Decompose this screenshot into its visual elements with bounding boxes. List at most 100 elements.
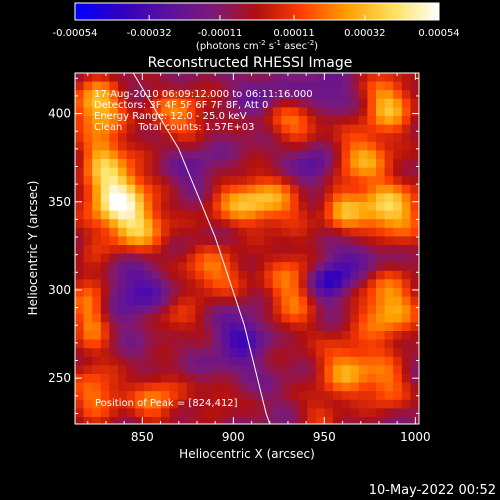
- heatmap-cell: [83, 219, 93, 229]
- heatmap-cell: [109, 176, 119, 186]
- heatmap-cell: [221, 348, 231, 358]
- heatmap-cell: [229, 296, 239, 306]
- heatmap-cell: [152, 176, 162, 186]
- heatmap-cell: [238, 253, 248, 263]
- heatmap-cell: [315, 81, 325, 91]
- heatmap-cell: [195, 374, 205, 384]
- heatmap-image: [75, 73, 419, 424]
- heatmap-cell: [358, 159, 368, 169]
- heatmap-cell: [384, 348, 394, 358]
- heatmap-cell: [178, 365, 188, 375]
- heatmap-cell: [264, 236, 274, 246]
- heatmap-cell: [393, 236, 403, 246]
- heatmap-cell: [281, 348, 291, 358]
- heatmap-cell: [75, 262, 85, 272]
- heatmap-cell: [315, 331, 325, 341]
- heatmap-cell: [290, 408, 300, 418]
- heatmap-cell: [186, 262, 196, 272]
- heatmap-cell: [229, 90, 239, 100]
- heatmap-cell: [186, 296, 196, 306]
- heatmap-cell: [229, 73, 239, 83]
- heatmap-cell: [238, 339, 248, 349]
- heatmap-cell: [92, 253, 102, 263]
- heatmap-cell: [333, 356, 343, 366]
- heatmap-cell: [143, 193, 153, 203]
- heatmap-cell: [410, 356, 419, 366]
- heatmap-cell: [75, 227, 85, 237]
- heatmap-cell: [109, 382, 119, 392]
- heatmap-cell: [161, 210, 171, 220]
- heatmap-cell: [247, 365, 257, 375]
- heatmap-cell: [247, 245, 257, 255]
- heatmap-cell: [341, 184, 351, 194]
- heatmap-cell: [367, 184, 377, 194]
- heatmap-cell: [264, 202, 274, 212]
- heatmap-cell: [376, 150, 386, 160]
- heatmap-cell: [169, 348, 179, 358]
- heatmap-cell: [92, 382, 102, 392]
- heatmap-cell: [367, 288, 377, 298]
- heatmap-cell: [204, 193, 214, 203]
- heatmap-cell: [376, 391, 386, 401]
- heatmap-cell: [221, 322, 231, 332]
- heatmap-cell: [272, 348, 282, 358]
- heatmap-cell: [376, 245, 386, 255]
- heatmap-cell: [384, 73, 394, 83]
- heatmap-cell: [229, 391, 239, 401]
- heatmap-cell: [83, 116, 93, 126]
- heatmap-cell: [315, 124, 325, 134]
- heatmap-cell: [229, 107, 239, 117]
- heatmap-cell: [290, 288, 300, 298]
- heatmap-cell: [178, 98, 188, 108]
- heatmap-cell: [161, 365, 171, 375]
- heatmap-cell: [212, 270, 222, 280]
- heatmap-cell: [161, 262, 171, 272]
- heatmap-cell: [92, 116, 102, 126]
- heatmap-cell: [264, 270, 274, 280]
- heatmap-cell: [307, 417, 317, 424]
- heatmap-cell: [186, 270, 196, 280]
- heatmap-cell: [264, 245, 274, 255]
- heatmap-cell: [350, 159, 360, 169]
- heatmap-cell: [307, 219, 317, 229]
- heatmap-cell: [393, 313, 403, 323]
- heatmap-cell: [135, 417, 145, 424]
- heatmap-cell: [221, 374, 231, 384]
- heatmap-cell: [118, 107, 128, 117]
- heatmap-cell: [315, 279, 325, 289]
- heatmap-cell: [161, 81, 171, 91]
- heatmap-cell: [169, 305, 179, 315]
- heatmap-cell: [324, 81, 334, 91]
- heatmap-cell: [135, 279, 145, 289]
- heatmap-cell: [195, 408, 205, 418]
- heatmap-cell: [169, 262, 179, 272]
- heatmap-cell: [195, 141, 205, 151]
- heatmap-cell: [126, 167, 136, 177]
- heatmap-cell: [143, 81, 153, 91]
- heatmap-cell: [135, 288, 145, 298]
- heatmap-cell: [401, 339, 411, 349]
- heatmap-cell: [178, 374, 188, 384]
- heatmap-cell: [212, 90, 222, 100]
- heatmap-cell: [401, 159, 411, 169]
- heatmap-cell: [152, 322, 162, 332]
- heatmap-cell: [212, 296, 222, 306]
- heatmap-cell: [255, 253, 265, 263]
- heatmap-cell: [255, 116, 265, 126]
- heatmap-cell: [238, 210, 248, 220]
- heatmap-cell: [126, 339, 136, 349]
- heatmap-cell: [186, 339, 196, 349]
- heatmap-cell: [83, 270, 93, 280]
- heatmap-cell: [307, 150, 317, 160]
- heatmap-cell: [238, 331, 248, 341]
- heatmap-cell: [255, 296, 265, 306]
- heatmap-cell: [298, 141, 308, 151]
- heatmap-cell: [247, 150, 257, 160]
- heatmap-cell: [143, 365, 153, 375]
- heatmap-cell: [92, 288, 102, 298]
- heatmap-cell: [178, 262, 188, 272]
- heatmap-cell: [255, 219, 265, 229]
- heatmap-cell: [384, 81, 394, 91]
- heatmap-cell: [281, 202, 291, 212]
- heatmap-cell: [109, 365, 119, 375]
